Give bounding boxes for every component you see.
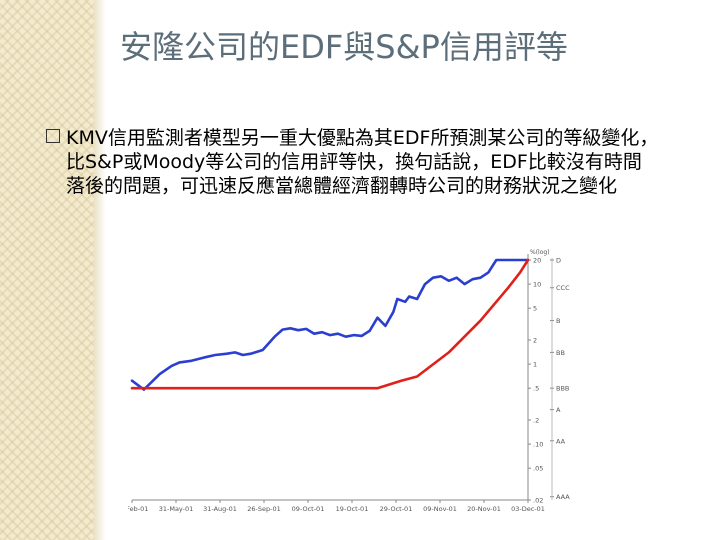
rating-label: AA (556, 437, 566, 445)
series-line-2 (130, 258, 530, 390)
x-tick-label: 03-Dec-01 (511, 505, 545, 513)
rating-label: D (556, 257, 561, 265)
decorative-strip-edge (94, 0, 106, 540)
x-tick-label: 26-Sep-01 (247, 505, 280, 513)
decorative-side-strip (0, 0, 94, 540)
bullet-square-icon (46, 129, 60, 143)
x-tick-label: 28-Feb-01 (128, 505, 148, 513)
rating-label: AAA (556, 493, 570, 501)
x-tick-label: 09-Nov-01 (423, 505, 457, 513)
x-tick-label: 31-May-01 (159, 505, 194, 513)
rating-label: CCC (556, 284, 570, 292)
rating-label: BB (556, 349, 565, 357)
y-tick-label: .10 (533, 441, 543, 449)
edf-chart: %(log) 20 10 5 2 1.5.2.10.05.02 D CCC B BB BBB A AA A… (116, 244, 580, 514)
x-tick-label: 29-Oct-01 (380, 505, 413, 513)
rating-label: A (556, 406, 561, 414)
y-tick-label: .05 (533, 465, 543, 473)
bullet-text: KMV信用監測者模型另一重大優點為其EDF所預測某公司的等級變化，比S&P或Mo… (66, 127, 659, 197)
y-tick-label: .2 (533, 417, 539, 425)
rating-label: BBB (556, 385, 569, 393)
y-tick-label: 1 (533, 361, 537, 369)
y-tick-label: 2 (533, 337, 537, 345)
y-tick-label: 5 (533, 305, 537, 313)
edf-chart-svg: %(log)2010521.5.2.10.05.02DCCCBBBBBBAAAA… (116, 249, 571, 513)
bullet-point: KMV信用監測者模型另一重大優點為其EDF所預測某公司的等級變化，比S&P或Mo… (46, 126, 660, 198)
x-tick-label: 09-Oct-01 (292, 505, 325, 513)
y-tick-label: .5 (533, 385, 539, 393)
x-tick-label: 31-Aug-01 (203, 505, 237, 513)
series-line-1 (130, 258, 530, 391)
y-tick-label: .02 (533, 497, 543, 505)
rating-label: B (556, 317, 560, 325)
y-unit-label: %(log) (530, 249, 550, 256)
y-tick-label: 20 (533, 257, 541, 265)
x-tick-label: 20-Nov-01 (467, 505, 501, 513)
y-tick-label: 10 (533, 281, 541, 289)
x-tick-label: 19-Oct-01 (336, 505, 369, 513)
slide-title: 安隆公司的EDF與S&P信用評等 (120, 28, 568, 66)
